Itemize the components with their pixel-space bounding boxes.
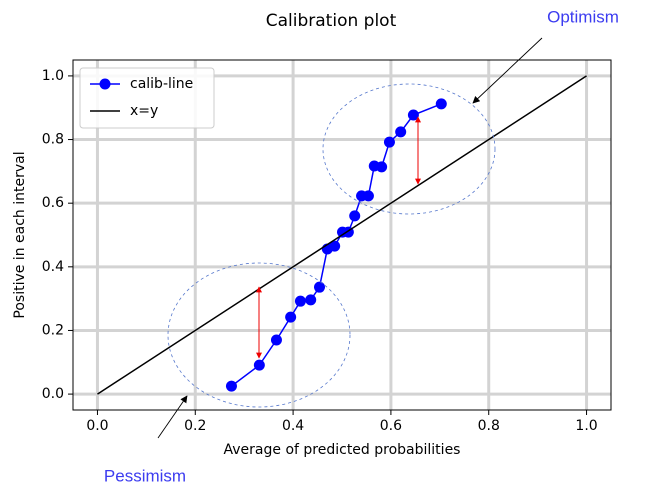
x-tick-label: 0.4 (282, 418, 304, 434)
plot-frame (72, 59, 612, 411)
annotation: Pessimism (104, 466, 186, 485)
point (395, 126, 407, 138)
legend-swatch (99, 78, 111, 90)
x-tick-label: 0.6 (380, 418, 402, 434)
point (253, 359, 265, 371)
point (225, 380, 237, 392)
point (305, 294, 317, 306)
point (407, 109, 419, 121)
point (285, 311, 297, 323)
y-tick-label: 0.6 (42, 195, 64, 211)
y-tick-label: 0.8 (42, 132, 64, 148)
series-line (97, 75, 587, 395)
point (314, 281, 326, 293)
y-axis-label: Positive in each interval (12, 151, 28, 318)
annotation-arrow (157, 395, 188, 439)
y-tick-label: 0.2 (42, 322, 64, 338)
x-tick-label: 1.0 (575, 418, 597, 434)
y-tick-label: 0.4 (42, 259, 64, 275)
point (329, 240, 341, 252)
point (349, 210, 361, 222)
legend-label: x=y (130, 103, 158, 119)
point (376, 161, 388, 173)
chart-title: Calibration plot (266, 11, 397, 31)
y-tick-label: 1.0 (42, 68, 64, 84)
point (383, 136, 395, 148)
optimism-region (322, 83, 496, 215)
legend-box (79, 67, 215, 129)
x-tick-label: 0.2 (184, 418, 206, 434)
point (435, 98, 447, 110)
annotation: Optimism (547, 7, 619, 26)
x-tick-label: 0.0 (86, 418, 108, 434)
point (362, 190, 374, 202)
annotation-arrow (472, 37, 543, 104)
point (294, 295, 306, 307)
plot-area: 0.0 0.2 0.4 0.6 0.8 1.0 0.0 0.2 0.4 0.6 0.8 1.0 cali… (42, 59, 612, 434)
y-tick-label: 0.0 (42, 386, 64, 402)
x-tick-label: 0.8 (478, 418, 500, 434)
point (270, 334, 282, 346)
legend-label: calib-line (130, 76, 193, 92)
x-axis-label: Average of predicted probabilities (224, 442, 461, 458)
pessimism-region (167, 262, 351, 408)
